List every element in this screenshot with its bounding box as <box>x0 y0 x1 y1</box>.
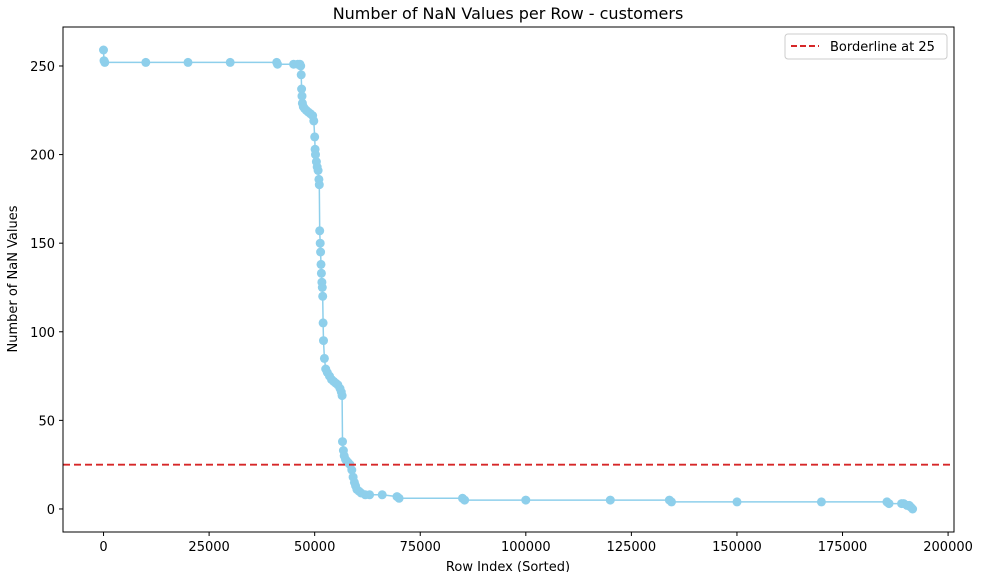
data-point <box>183 57 193 67</box>
y-tick-label: 150 <box>30 237 55 252</box>
plot-area <box>63 45 954 514</box>
data-point <box>311 150 320 160</box>
data-point <box>141 57 151 67</box>
x-axis-label: Row Index (Sorted) <box>446 560 570 572</box>
data-point <box>377 490 387 500</box>
data-point <box>296 61 306 71</box>
legend-label-borderline: Borderline at 25 <box>830 40 935 55</box>
data-point <box>318 318 328 328</box>
x-tick-label: 50000 <box>294 540 335 555</box>
data-point <box>99 45 108 55</box>
data-point <box>521 495 531 505</box>
x-tick-label: 125000 <box>607 540 657 555</box>
data-point <box>273 59 282 69</box>
data-point <box>338 437 347 447</box>
data-point <box>319 353 329 363</box>
data-point <box>316 268 326 278</box>
data-point <box>100 57 110 67</box>
data-point <box>884 499 894 509</box>
data-point <box>816 497 826 507</box>
data-point <box>347 465 357 475</box>
data-point <box>296 70 306 80</box>
data-point <box>605 495 615 505</box>
data-point <box>365 490 375 500</box>
x-tick-label: 75000 <box>400 540 441 555</box>
x-tick-label: 150000 <box>712 540 762 555</box>
data-point <box>315 226 325 236</box>
x-tick-label: 0 <box>99 540 107 555</box>
data-point <box>316 259 326 269</box>
data-point <box>316 247 326 257</box>
data-point <box>297 91 307 101</box>
data-point <box>314 180 324 190</box>
data-point <box>313 166 323 175</box>
plot-frame <box>62 26 955 533</box>
data-point <box>315 238 325 248</box>
chart-title: Number of NaN Values per Row - customers <box>333 4 684 23</box>
data-point <box>318 291 328 301</box>
data-point <box>317 283 327 292</box>
y-tick-label: 200 <box>30 149 55 164</box>
y-axis-label: Number of NaN Values <box>6 205 21 352</box>
y-axis-ticks: 0 50 100 150 200 250 <box>30 60 63 518</box>
y-tick-label: 0 <box>47 503 55 518</box>
x-tick-label: 200000 <box>923 540 973 555</box>
y-tick-label: 250 <box>30 60 55 75</box>
y-tick-label: 50 <box>38 414 55 429</box>
y-tick-label: 100 <box>30 326 55 341</box>
data-point <box>337 391 347 401</box>
data-point <box>908 504 918 514</box>
x-tick-label: 175000 <box>818 540 868 555</box>
legend-box <box>784 33 948 60</box>
data-point <box>309 116 319 126</box>
x-tick-label: 25000 <box>188 540 229 555</box>
data-point <box>310 132 320 142</box>
data-point <box>225 57 235 67</box>
data-point <box>394 493 404 503</box>
data-point <box>667 497 676 507</box>
x-axis-ticks: 0 25000 50000 75000 100000 125000 150000 175000… <box>99 532 973 555</box>
data-point <box>297 84 307 94</box>
data-point <box>460 495 470 505</box>
data-point <box>319 336 328 346</box>
legend: Borderline at 25 <box>784 33 948 60</box>
data-point <box>732 497 742 507</box>
x-tick-label: 100000 <box>501 540 551 555</box>
